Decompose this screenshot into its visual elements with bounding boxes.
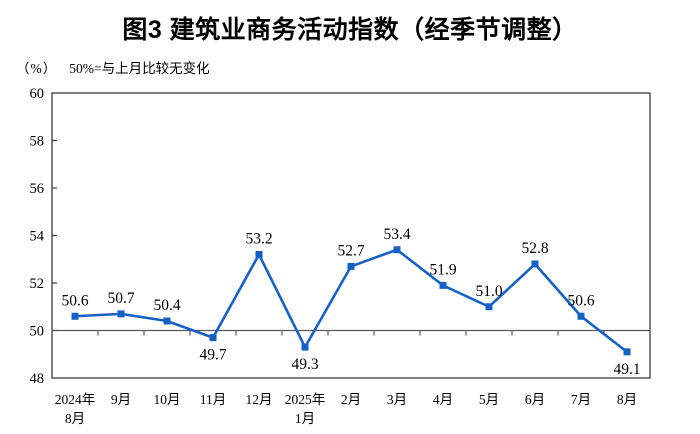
reference-line-50: [52, 329, 650, 336]
x-tick-label: 5月: [479, 392, 499, 407]
plot-frame: [51, 92, 651, 379]
data-point-marker: [393, 246, 401, 254]
x-tick-label: 9月: [111, 392, 131, 407]
x-tick-label: 7月: [571, 392, 591, 407]
y-axis: 48 50 52 54 56 58 60: [30, 86, 57, 387]
x-tick-label: 2025年 1月: [285, 392, 326, 426]
data-point-marker: [347, 262, 355, 270]
y-tick-label: 50: [30, 324, 45, 340]
data-point-marker: [623, 348, 631, 356]
y-tick-label: 60: [30, 86, 45, 102]
x-tick-label: 3月: [387, 392, 407, 407]
data-label: 50.4: [153, 297, 180, 314]
data-label: 50.6: [61, 292, 88, 309]
x-tick-label: 6月: [525, 392, 545, 407]
x-tick-label: 8月: [617, 392, 637, 407]
data-label: 51.0: [475, 283, 502, 300]
chart-subtitle: （%） 50%=与上月比较无变化: [16, 57, 210, 77]
y-tick-label: 58: [30, 134, 45, 150]
data-series: [71, 246, 631, 356]
data-label: 49.7: [199, 347, 226, 364]
x-tick-label: 10月: [154, 392, 181, 407]
x-tick-label: 12月: [246, 392, 273, 407]
x-tick-label: 2024年 8月: [55, 392, 96, 426]
data-label: 52.8: [521, 240, 548, 257]
data-label: 52.7: [337, 242, 364, 259]
data-point-marker: [485, 303, 493, 311]
y-tick-label: 56: [30, 181, 45, 197]
x-tick-label: 4月: [433, 392, 453, 407]
data-label: 49.3: [291, 356, 318, 373]
y-tick-label: 54: [30, 229, 45, 245]
data-label: 53.4: [383, 226, 410, 243]
x-axis: 2024年 8月 9月 10月 11月 12月 2025年 1月 2月 3月 4月 5月 6月 7月 8月: [55, 392, 637, 426]
data-point-marker: [209, 334, 217, 342]
data-labels: 50.6 50.7 50.4 49.7 53.2 49.3 52.7 53.4 51.9 51.0…: [61, 226, 640, 378]
data-point-marker: [71, 312, 79, 320]
y-axis-unit-label: （%）: [16, 61, 58, 76]
reference-note: 50%=与上月比较无变化: [69, 61, 210, 76]
data-point-marker: [163, 317, 171, 325]
data-label: 51.9: [429, 261, 456, 278]
plot-border: [51, 92, 651, 379]
data-label: 49.1: [613, 361, 640, 378]
data-point-marker: [531, 260, 539, 268]
y-tick-label: 52: [30, 276, 45, 292]
y-tick-label: 48: [30, 371, 45, 387]
data-point-marker: [301, 343, 309, 351]
data-point-marker: [577, 312, 585, 320]
data-label: 53.2: [245, 231, 272, 248]
data-label: 50.7: [107, 290, 134, 307]
data-point-marker: [255, 251, 263, 258]
x-tick-label: 2月: [341, 392, 361, 407]
data-label: 50.6: [567, 292, 594, 309]
data-point-marker: [439, 281, 447, 289]
data-point-marker: [117, 310, 125, 318]
chart-title: 图3 建筑业商务活动指数（经季节调整）: [122, 16, 578, 44]
x-tick-label: 11月: [200, 392, 227, 407]
